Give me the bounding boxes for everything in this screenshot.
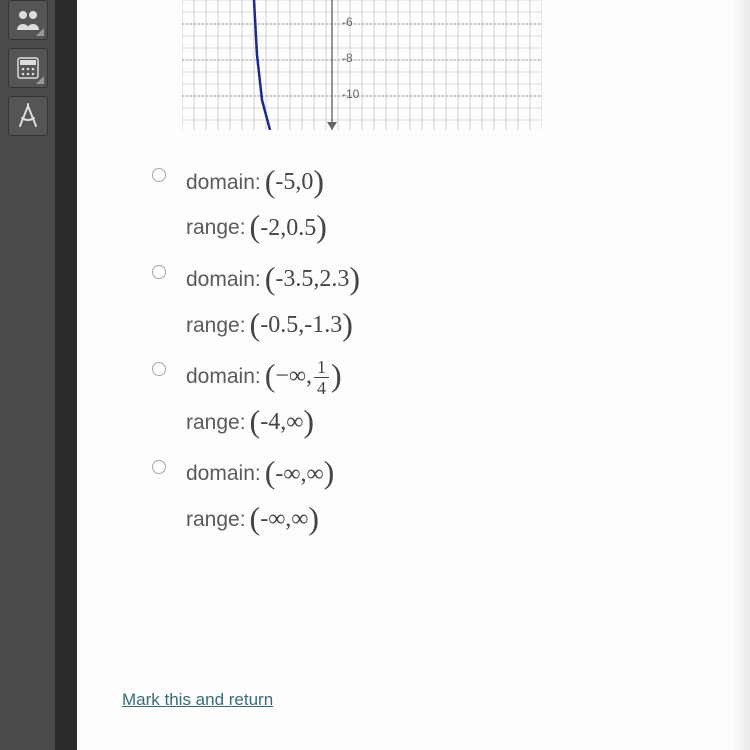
option-1[interactable]: domain: (-5,0) range: (-2,0.5) [152, 160, 750, 251]
domain-math: (-5,0) [265, 160, 324, 206]
dark-gutter [55, 0, 77, 750]
domain-label: domain: [186, 454, 261, 494]
graph-region: -6 -8 -10 [182, 0, 542, 130]
range-math: (-0.5,-1.3) [250, 303, 353, 349]
compass-tool[interactable] [8, 96, 48, 136]
range-label: range: [186, 500, 246, 540]
radio-icon[interactable] [152, 362, 166, 376]
range-math: (-∞,∞) [250, 497, 320, 543]
right-shadow [732, 0, 750, 750]
people-tool[interactable] [8, 0, 48, 40]
svg-text:-10: -10 [342, 87, 360, 101]
domain-label: domain: [186, 163, 261, 203]
domain-label: domain: [186, 357, 261, 397]
content-area: -6 -8 -10 domain: (-5,0) range: (-2,0.5) [77, 0, 750, 750]
option-3[interactable]: domain: (−∞, 1 4 ) range: (-4,∞) [152, 354, 750, 445]
radio-icon[interactable] [152, 168, 166, 182]
grid-graph: -6 -8 -10 [182, 0, 542, 130]
range-math: (-4,∞) [250, 400, 314, 446]
radio-icon[interactable] [152, 265, 166, 279]
svg-text:-6: -6 [342, 15, 353, 29]
fraction: 1 4 [314, 358, 329, 397]
range-label: range: [186, 306, 246, 346]
answer-options: domain: (-5,0) range: (-2,0.5) domain: (… [112, 160, 750, 543]
calculator-tool[interactable] [8, 48, 48, 88]
range-label: range: [186, 403, 246, 443]
option-4[interactable]: domain: (-∞,∞) range: (-∞,∞) [152, 452, 750, 543]
sidebar [0, 0, 55, 750]
range-math: (-2,0.5) [250, 206, 327, 252]
svg-text:-8: -8 [342, 51, 353, 65]
domain-math: (-∞,∞) [265, 452, 335, 498]
option-2[interactable]: domain: (-3.5,2.3) range: (-0.5,-1.3) [152, 257, 750, 348]
mark-return-link[interactable]: Mark this and return [122, 690, 273, 710]
domain-label: domain: [186, 260, 261, 300]
range-label: range: [186, 208, 246, 248]
radio-icon[interactable] [152, 460, 166, 474]
domain-math: (-3.5,2.3) [265, 257, 360, 303]
domain-math: (−∞, 1 4 ) [265, 354, 342, 400]
